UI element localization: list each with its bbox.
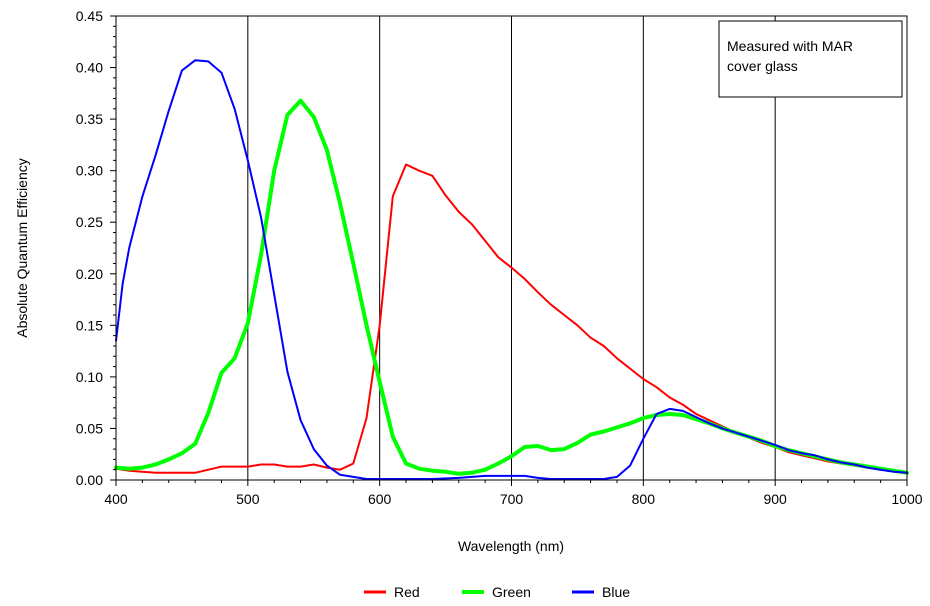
x-tick-label: 900 bbox=[763, 491, 787, 507]
y-tick-label: 0.10 bbox=[76, 369, 103, 385]
y-tick-label: 0.15 bbox=[76, 317, 103, 333]
x-tick-label: 700 bbox=[500, 491, 524, 507]
annotation-line-2: cover glass bbox=[727, 58, 798, 74]
x-tick-label: 400 bbox=[104, 491, 128, 507]
y-tick-label: 0.45 bbox=[76, 8, 103, 24]
x-tick-label: 500 bbox=[236, 491, 260, 507]
y-tick-label: 0.05 bbox=[76, 420, 103, 436]
legend: Red Green Blue bbox=[364, 584, 630, 600]
x-tick-label: 800 bbox=[632, 491, 656, 507]
y-axis-title: Absolute Quantum Efficiency bbox=[14, 158, 30, 338]
legend-label-green: Green bbox=[492, 584, 531, 600]
y-tick-label: 0.35 bbox=[76, 111, 103, 127]
annotation-line-1: Measured with MAR bbox=[727, 38, 853, 54]
legend-label-blue: Blue bbox=[602, 584, 630, 600]
annotation-box: Measured with MAR cover glass bbox=[718, 20, 903, 98]
x-axis-title: Wavelength (nm) bbox=[458, 538, 564, 554]
x-tick-label: 1000 bbox=[891, 491, 922, 507]
legend-label-red: Red bbox=[394, 584, 420, 600]
series-line-green bbox=[114, 98, 909, 476]
y-tick-label: 0.30 bbox=[76, 163, 103, 179]
y-tick-label: 0.25 bbox=[76, 214, 103, 230]
axes bbox=[110, 15, 908, 486]
y-tick-label: 0.40 bbox=[76, 60, 103, 76]
grid-lines bbox=[247, 16, 776, 480]
series-line-blue bbox=[115, 59, 908, 480]
y-tick-label: 0.20 bbox=[76, 266, 103, 282]
y-tick-label: 0.00 bbox=[76, 472, 103, 488]
x-tick-label: 600 bbox=[368, 491, 392, 507]
series-lines bbox=[114, 59, 909, 480]
tick-labels: 400 500 600 700 800 900 1000 0.00 0.05 0.10 0.15 0.… bbox=[76, 8, 923, 507]
